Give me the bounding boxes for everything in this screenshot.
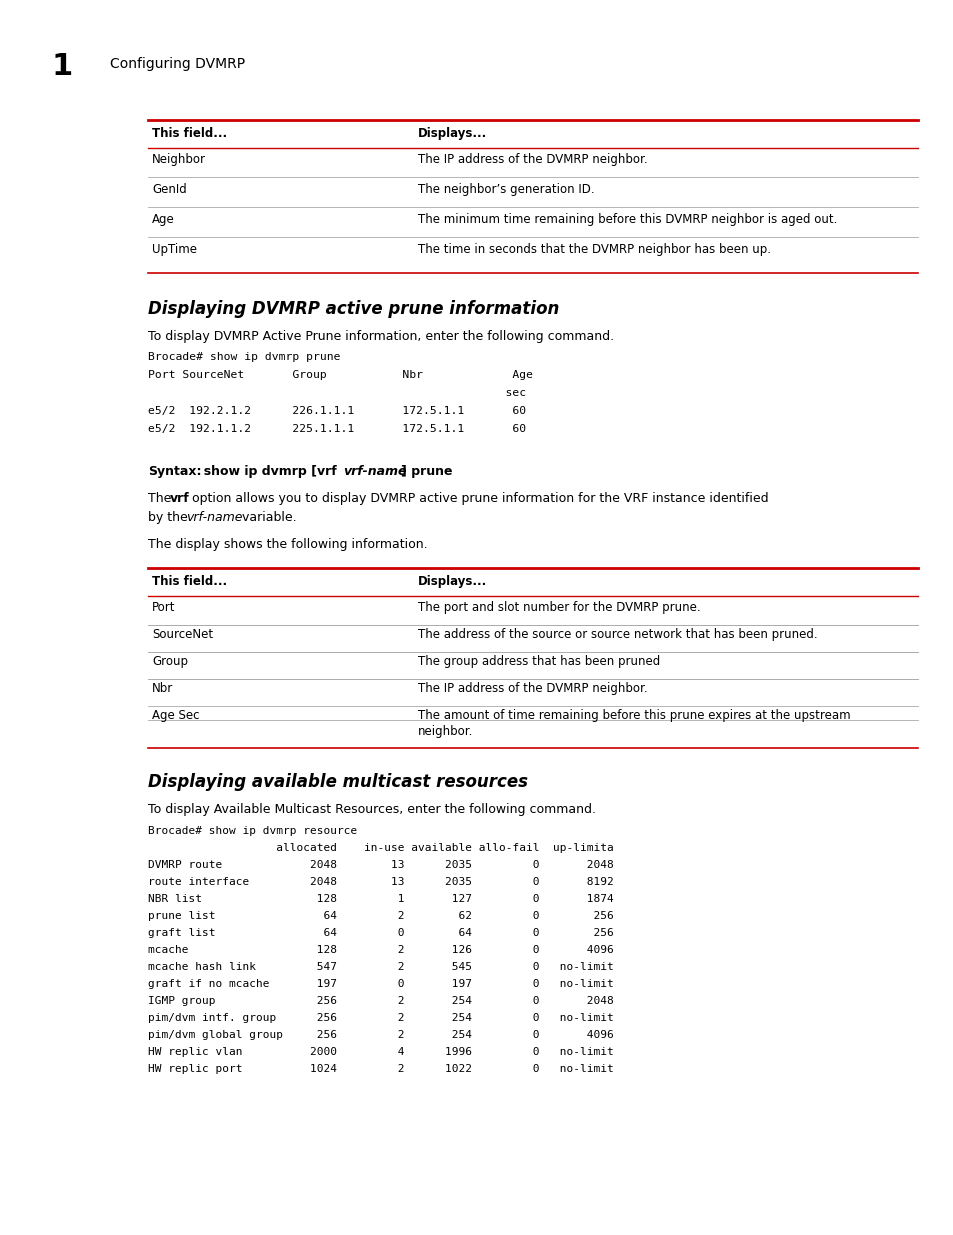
Text: To display Available Multicast Resources, enter the following command.: To display Available Multicast Resources…: [148, 803, 596, 816]
Text: The minimum time remaining before this DVMRP neighbor is aged out.: The minimum time remaining before this D…: [417, 212, 837, 226]
Text: Age Sec: Age Sec: [152, 709, 199, 722]
Text: Port: Port: [152, 601, 175, 614]
Text: The port and slot number for the DVMRP prune.: The port and slot number for the DVMRP p…: [417, 601, 700, 614]
Text: HW replic port          1024         2      1022         0   no-limit: HW replic port 1024 2 1022 0 no-limit: [148, 1065, 613, 1074]
Text: Port SourceNet       Group           Nbr             Age: Port SourceNet Group Nbr Age: [148, 370, 533, 380]
Text: The display shows the following information.: The display shows the following informat…: [148, 538, 427, 551]
Text: prune list                64         2        62         0        256: prune list 64 2 62 0 256: [148, 911, 613, 921]
Text: Displays...: Displays...: [417, 127, 487, 140]
Text: mcache                   128         2       126         0       4096: mcache 128 2 126 0 4096: [148, 945, 613, 955]
Text: The neighbor’s generation ID.: The neighbor’s generation ID.: [417, 183, 594, 196]
Text: pim/dvm intf. group      256         2       254         0   no-limit: pim/dvm intf. group 256 2 254 0 no-limit: [148, 1013, 613, 1023]
Text: sec: sec: [148, 388, 525, 398]
Text: vrf-name: vrf-name: [343, 466, 406, 478]
Text: To display DVMRP Active Prune information, enter the following command.: To display DVMRP Active Prune informatio…: [148, 330, 614, 343]
Text: neighbor.: neighbor.: [417, 725, 473, 739]
Text: Neighbor: Neighbor: [152, 153, 206, 165]
Text: e5/2  192.1.1.2      225.1.1.1       172.5.1.1       60: e5/2 192.1.1.2 225.1.1.1 172.5.1.1 60: [148, 424, 525, 433]
Text: UpTime: UpTime: [152, 243, 196, 256]
Text: route interface         2048        13      2035         0       8192: route interface 2048 13 2035 0 8192: [148, 877, 613, 887]
Text: pim/dvm global group     256         2       254         0       4096: pim/dvm global group 256 2 254 0 4096: [148, 1030, 613, 1040]
Text: HW replic vlan          2000         4      1996         0   no-limit: HW replic vlan 2000 4 1996 0 no-limit: [148, 1047, 613, 1057]
Text: show ip dvmrp [vrf: show ip dvmrp [vrf: [194, 466, 341, 478]
Text: NBR list                 128         1       127         0       1874: NBR list 128 1 127 0 1874: [148, 894, 613, 904]
Text: IGMP group               256         2       254         0       2048: IGMP group 256 2 254 0 2048: [148, 995, 613, 1007]
Text: Age: Age: [152, 212, 174, 226]
Text: Displaying available multicast resources: Displaying available multicast resources: [148, 773, 527, 790]
Text: DVMRP route             2048        13      2035         0       2048: DVMRP route 2048 13 2035 0 2048: [148, 860, 613, 869]
Text: The group address that has been pruned: The group address that has been pruned: [417, 655, 659, 668]
Text: vrf: vrf: [170, 492, 190, 505]
Text: mcache hash link         547         2       545         0   no-limit: mcache hash link 547 2 545 0 no-limit: [148, 962, 613, 972]
Text: Displaying DVMRP active prune information: Displaying DVMRP active prune informatio…: [148, 300, 558, 317]
Text: Syntax:: Syntax:: [148, 466, 201, 478]
Text: Brocade# show ip dvmrp resource: Brocade# show ip dvmrp resource: [148, 826, 356, 836]
Text: The amount of time remaining before this prune expires at the upstream: The amount of time remaining before this…: [417, 709, 850, 722]
Text: graft if no mcache       197         0       197         0   no-limit: graft if no mcache 197 0 197 0 no-limit: [148, 979, 613, 989]
Text: GenId: GenId: [152, 183, 187, 196]
Text: SourceNet: SourceNet: [152, 629, 213, 641]
Text: Brocade# show ip dvmrp prune: Brocade# show ip dvmrp prune: [148, 352, 340, 362]
Text: e5/2  192.2.1.2      226.1.1.1       172.5.1.1       60: e5/2 192.2.1.2 226.1.1.1 172.5.1.1 60: [148, 406, 525, 416]
Text: The: The: [148, 492, 175, 505]
Text: This field...: This field...: [152, 576, 227, 588]
Text: Displays...: Displays...: [417, 576, 487, 588]
Text: Group: Group: [152, 655, 188, 668]
Text: The IP address of the DVMRP neighbor.: The IP address of the DVMRP neighbor.: [417, 682, 647, 695]
Text: by the: by the: [148, 511, 192, 524]
Text: ] prune: ] prune: [400, 466, 452, 478]
Text: vrf-name: vrf-name: [186, 511, 242, 524]
Text: 1: 1: [52, 52, 73, 82]
Text: This field...: This field...: [152, 127, 227, 140]
Text: The IP address of the DVMRP neighbor.: The IP address of the DVMRP neighbor.: [417, 153, 647, 165]
Text: The time in seconds that the DVMRP neighbor has been up.: The time in seconds that the DVMRP neigh…: [417, 243, 770, 256]
Text: The address of the source or source network that has been pruned.: The address of the source or source netw…: [417, 629, 817, 641]
Text: Nbr: Nbr: [152, 682, 173, 695]
Text: variable.: variable.: [237, 511, 296, 524]
Text: graft list                64         0        64         0        256: graft list 64 0 64 0 256: [148, 927, 613, 939]
Text: Configuring DVMRP: Configuring DVMRP: [110, 57, 245, 70]
Text: option allows you to display DVMRP active prune information for the VRF instance: option allows you to display DVMRP activ…: [188, 492, 768, 505]
Text: allocated    in-use available allo-fail  up-limita: allocated in-use available allo-fail up-…: [148, 844, 613, 853]
